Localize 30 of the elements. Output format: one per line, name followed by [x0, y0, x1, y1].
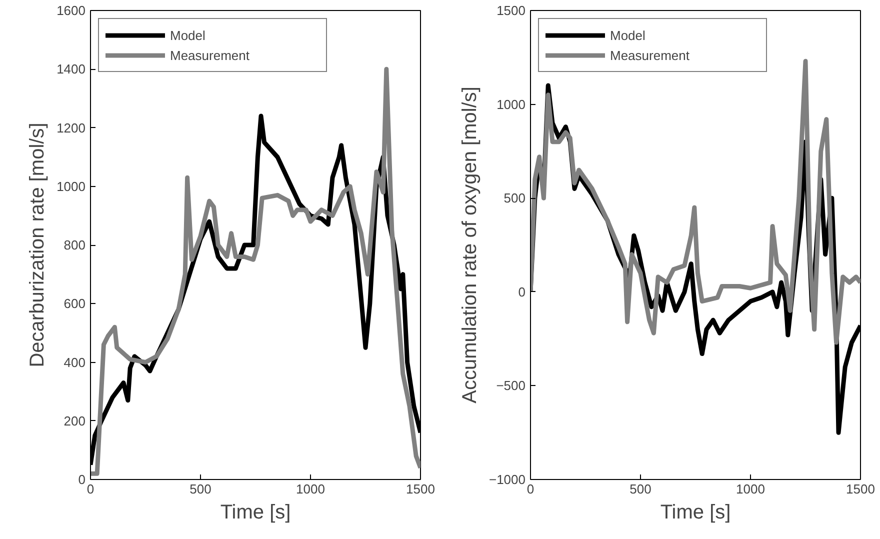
x-axis-title: Time [s] [220, 502, 291, 524]
y-tick-label: 500 [504, 190, 526, 206]
y-tick-label: 1000 [496, 96, 526, 112]
y-tick-label: 0 [78, 472, 86, 487]
x-axis-title: Time [s] [660, 502, 731, 524]
y-axis-title: Accumulation rate of oxygen [mol/s] [458, 86, 481, 404]
legend-label: Model [610, 28, 646, 42]
y-tick-label: 1000 [56, 178, 86, 194]
y-tick-label: 200 [64, 413, 86, 428]
legend-label: Measurement [170, 48, 250, 62]
y-tick-label: 600 [64, 296, 86, 312]
y-axis-title: Decarburization rate [mol/s] [26, 122, 49, 368]
y-tick-label: 400 [64, 354, 86, 370]
y-tick-label: 1400 [56, 62, 86, 77]
line-series [530, 58, 860, 345]
x-tick-label: 500 [630, 482, 652, 496]
x-tick-label: 500 [190, 482, 212, 496]
x-tick-label: 1000 [736, 482, 765, 496]
y-tick-label: 1500 [496, 3, 526, 18]
y-tick-label: 1200 [56, 120, 86, 136]
x-tick-label: 1500 [406, 482, 435, 496]
legend-label: Measurement [610, 48, 690, 62]
y-tick-label: 1600 [56, 3, 86, 18]
y-tick-label: 0 [518, 284, 526, 300]
legend-label: Model [170, 28, 206, 42]
y-tick-label: −1000 [488, 472, 526, 487]
x-tick-label: 1500 [846, 482, 875, 496]
y-tick-label: −500 [496, 378, 526, 394]
y-tick-label: 800 [64, 238, 86, 252]
x-tick-label: 1000 [296, 482, 325, 496]
